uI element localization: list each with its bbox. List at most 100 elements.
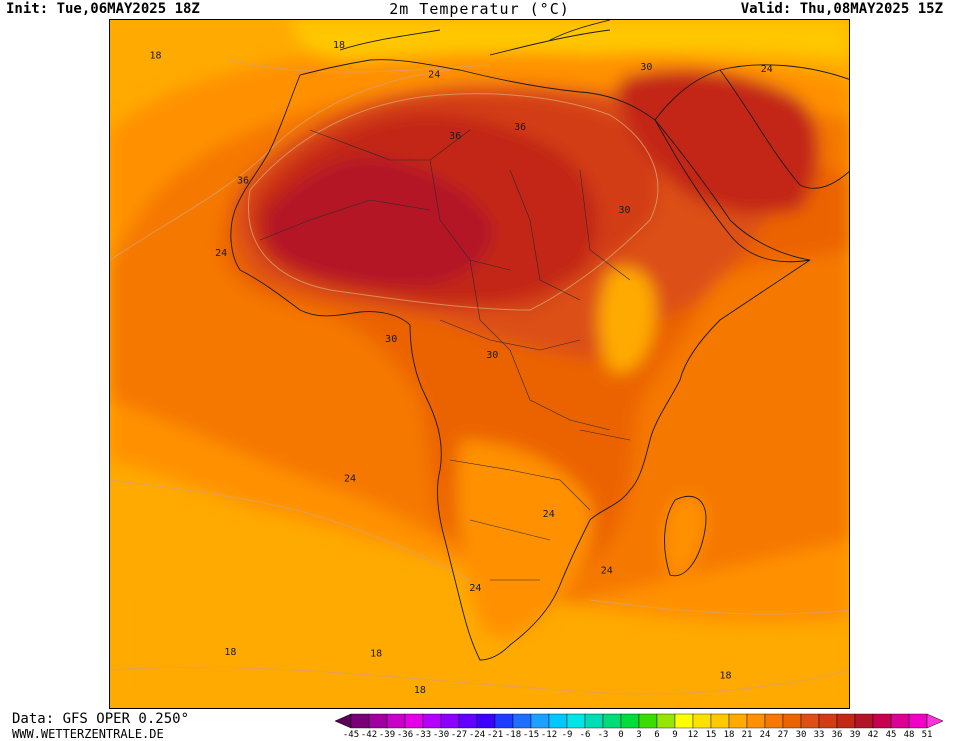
- init-time-label: Init: Tue,06MAY2025 18Z: [6, 1, 200, 17]
- legend-tick-label: 3: [636, 730, 642, 740]
- legend-swatch: [728, 713, 748, 729]
- legend-tick-label: 30: [795, 730, 807, 740]
- legend-tick-label: 9: [672, 730, 678, 740]
- legend-tick-label: 6: [654, 730, 660, 740]
- legend-tick-label: 24: [759, 730, 771, 740]
- contour-labels: 18 18 24 30 24 36 36 36 30 24 30 30 24 24 24 24 18 18 18 18: [149, 40, 772, 696]
- legend-tick-label: 15: [705, 730, 717, 740]
- contour-label: 24: [215, 248, 227, 259]
- legend-swatch: [494, 713, 514, 729]
- legend-swatch: [386, 713, 406, 729]
- legend-swatch: [602, 713, 622, 729]
- legend-arrow-high: [926, 713, 944, 729]
- legend-tick-label: 39: [849, 730, 861, 740]
- legend-tick-label: -36: [396, 730, 414, 740]
- legend-swatch: [854, 713, 874, 729]
- temperature-map: 18 18 24 30 24 36 36 36 30 24 30 30 24 24 24 24 18 18 18 18: [109, 19, 850, 709]
- contour-label: 18: [149, 50, 161, 61]
- contour-label: 24: [761, 64, 773, 75]
- legend-swatch: [890, 713, 910, 729]
- legend-tick-label: 42: [867, 730, 879, 740]
- map-canvas: 18 18 24 30 24 36 36 36 30 24 30 30 24 24 24 24 18 18 18 18: [110, 20, 849, 708]
- legend-swatch: [512, 713, 532, 729]
- website-label: WWW.WETTERZENTRALE.DE: [12, 727, 164, 741]
- contour-label: 24: [469, 583, 481, 594]
- legend-tick-label: -12: [540, 730, 558, 740]
- legend-swatch: [458, 713, 478, 729]
- legend-tick-label: -24: [468, 730, 486, 740]
- contour-label: 24: [428, 70, 440, 81]
- contour-label: 36: [514, 122, 526, 133]
- legend-swatch: [584, 713, 604, 729]
- legend-tick-label: -9: [561, 730, 573, 740]
- legend-swatch: [476, 713, 496, 729]
- legend-arrow-low: [335, 713, 352, 729]
- legend-tick-label: -3: [597, 730, 609, 740]
- legend-swatch: [422, 713, 442, 729]
- legend-swatch: [818, 713, 838, 729]
- legend-swatch: [782, 713, 802, 729]
- contour-label: 30: [385, 334, 397, 345]
- country-borders: [259, 129, 631, 581]
- contour-label: 24: [344, 474, 356, 485]
- temperature-field: [110, 20, 849, 708]
- contour-label: 30: [640, 62, 652, 73]
- legend-swatch: [620, 713, 640, 729]
- map-title: 2m Temperatur (°C): [389, 0, 570, 18]
- contour-label: 18: [414, 685, 426, 696]
- color-legend-bar: [335, 713, 944, 729]
- legend-swatch: [530, 713, 550, 729]
- legend-swatch: [350, 713, 370, 729]
- valid-time-label: Valid: Thu,08MAY2025 15Z: [740, 1, 943, 17]
- contour-label: 24: [601, 565, 613, 576]
- legend-swatch: [656, 713, 676, 729]
- legend-tick-label: 18: [723, 730, 735, 740]
- legend-swatch: [368, 713, 388, 729]
- legend-swatch: [746, 713, 766, 729]
- legend-swatch: [638, 713, 658, 729]
- legend-tick-label: 33: [813, 730, 825, 740]
- contour-label: 18: [224, 647, 236, 658]
- contour-label: 36: [237, 176, 249, 187]
- legend-swatch: [764, 713, 784, 729]
- legend-swatch: [800, 713, 820, 729]
- data-source-label: Data: GFS OPER 0.250°: [12, 711, 190, 727]
- legend-swatch: [404, 713, 424, 729]
- legend-tick-label: 12: [687, 730, 699, 740]
- contour-label: 18: [333, 40, 345, 51]
- legend-swatch: [710, 713, 730, 729]
- legend-swatch: [836, 713, 856, 729]
- legend-tick-label: 51: [921, 730, 933, 740]
- legend-tick-label: -33: [414, 730, 432, 740]
- contour-label: 30: [618, 205, 630, 216]
- legend-tick-label: 48: [903, 730, 915, 740]
- legend-swatch: [908, 713, 928, 729]
- legend-tick-label: 45: [885, 730, 897, 740]
- legend-tick-label: 21: [741, 730, 753, 740]
- contour-label: 18: [719, 671, 731, 682]
- legend-tick-label: -18: [504, 730, 522, 740]
- legend-tick-label: 36: [831, 730, 843, 740]
- legend-tick-label: 27: [777, 730, 789, 740]
- legend-tick-label: 0: [618, 730, 624, 740]
- legend-swatch: [548, 713, 568, 729]
- legend-tick-label: -45: [342, 730, 360, 740]
- legend-tick-label: -30: [432, 730, 450, 740]
- contour-label: 18: [370, 649, 382, 660]
- legend-tick-label: -21: [486, 730, 504, 740]
- legend-tick-label: -42: [360, 730, 378, 740]
- legend-swatch: [674, 713, 694, 729]
- contour-label: 30: [486, 350, 498, 361]
- legend-swatch: [872, 713, 892, 729]
- contour-label: 24: [543, 509, 555, 520]
- legend-swatch: [566, 713, 586, 729]
- legend-tick-label: -39: [378, 730, 396, 740]
- legend-swatch: [692, 713, 712, 729]
- contour-label: 36: [449, 131, 461, 142]
- legend-tick-label: -15: [522, 730, 540, 740]
- legend-tick-label: -6: [579, 730, 591, 740]
- legend-tick-label: -27: [450, 730, 468, 740]
- contour-lines: [110, 59, 849, 695]
- legend-swatch: [440, 713, 460, 729]
- coastlines: [230, 20, 849, 661]
